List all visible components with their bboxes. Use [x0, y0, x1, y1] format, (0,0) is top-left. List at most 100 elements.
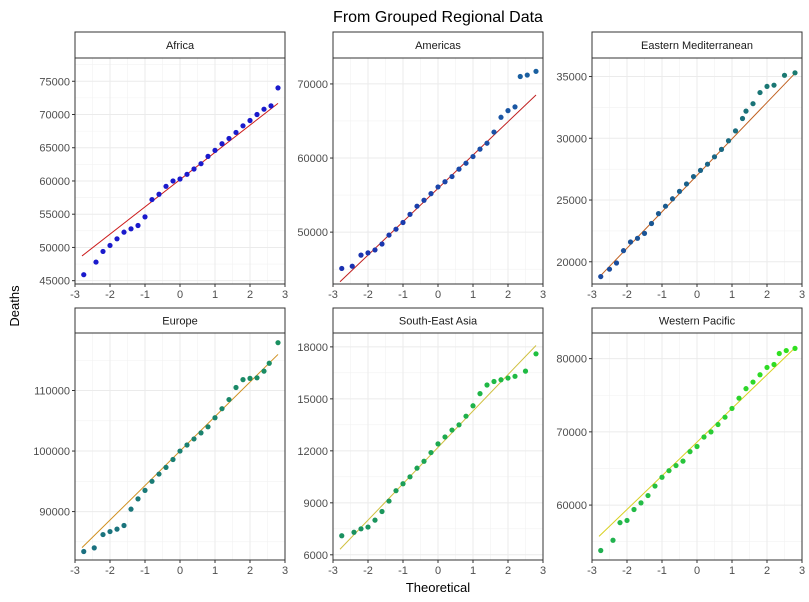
y-tick-label: 30000	[556, 133, 587, 145]
qq-point	[184, 442, 190, 448]
qq-point	[240, 123, 246, 129]
qq-point	[627, 239, 634, 245]
qq-point	[491, 378, 497, 385]
x-tick-label: 3	[282, 565, 288, 577]
qq-point	[339, 533, 345, 539]
qq-point	[669, 196, 676, 202]
x-tick-label: -3	[328, 289, 338, 301]
qq-point	[386, 498, 392, 504]
qq-point	[191, 166, 197, 172]
x-tick-label: -2	[105, 565, 115, 577]
qq-point	[613, 260, 620, 266]
x-tick-label: 1	[212, 565, 218, 577]
qq-point	[81, 548, 87, 555]
x-tick-label: 3	[540, 289, 546, 301]
x-tick-label: -2	[622, 289, 632, 301]
x-tick-label: 2	[247, 289, 253, 301]
qq-point	[135, 496, 141, 502]
qq-point	[163, 183, 169, 189]
qq-point	[498, 114, 504, 120]
x-tick-label: 1	[212, 289, 218, 301]
qq-reference-line	[598, 347, 796, 537]
qq-point	[463, 413, 469, 419]
qq-point	[680, 458, 686, 464]
qq-point	[470, 153, 476, 160]
qq-point	[149, 196, 155, 203]
x-tick-label: 2	[764, 565, 770, 577]
qq-point	[739, 115, 746, 122]
y-tick-label: 50000	[297, 227, 328, 239]
x-tick-label: 0	[177, 565, 183, 577]
x-tick-label: 0	[694, 565, 700, 577]
qq-point	[498, 377, 504, 383]
x-tick-label: -1	[140, 565, 150, 577]
y-tick-label: 12000	[297, 446, 328, 458]
facet-strip	[332, 307, 544, 334]
qq-point	[365, 524, 371, 530]
qq-point	[205, 153, 211, 159]
x-tick-label: 3	[282, 289, 288, 301]
qq-point	[512, 104, 518, 110]
x-tick-label: 0	[177, 289, 183, 301]
qq-point	[449, 427, 455, 433]
qq-point	[477, 391, 483, 397]
qq-point	[598, 273, 604, 280]
qq-point	[177, 176, 183, 182]
qq-point	[655, 211, 662, 217]
y-axis: 50000 60000 70000	[297, 79, 333, 239]
facet-strip-label: Western Pacific	[659, 316, 736, 328]
qq-point	[247, 375, 253, 381]
qq-point	[512, 373, 518, 379]
x-tick-label: -2	[105, 289, 115, 301]
y-axis: 60000 70000 80000	[556, 354, 592, 512]
qq-point	[421, 458, 427, 464]
qq-point	[107, 242, 113, 249]
y-tick-label: 35000	[556, 72, 587, 84]
qq-point	[598, 547, 604, 554]
qq-point	[757, 372, 763, 378]
y-tick-label: 6000	[304, 550, 328, 562]
qq-point	[177, 448, 183, 454]
qq-point	[212, 415, 218, 421]
qq-point	[414, 465, 420, 471]
qq-point	[379, 241, 385, 247]
qq-point	[783, 347, 789, 354]
qq-point	[386, 232, 392, 238]
qq-point	[393, 488, 399, 494]
qq-point	[254, 111, 260, 118]
qq-point	[757, 89, 763, 96]
y-tick-label: 65000	[39, 143, 70, 155]
facet-strip	[74, 31, 286, 59]
qq-point	[522, 368, 529, 374]
qq-point	[170, 456, 176, 463]
qq-point	[449, 173, 455, 180]
y-tick-label: 20000	[556, 257, 587, 269]
y-tick-label: 100000	[33, 446, 70, 458]
qq-point	[517, 73, 523, 80]
x-tick-label: -1	[140, 289, 150, 301]
qq-point	[442, 434, 448, 440]
qq-point	[379, 508, 385, 515]
qq-point	[718, 146, 725, 152]
qq-point	[91, 545, 97, 551]
qq-point	[358, 526, 364, 532]
x-tick-label: -2	[363, 565, 373, 577]
qq-point	[128, 226, 134, 232]
qq-point	[620, 248, 627, 254]
x-tick-label: 3	[799, 565, 805, 577]
qq-point	[219, 141, 225, 147]
x-tick-label: -3	[328, 565, 338, 577]
qq-point	[764, 364, 770, 371]
facet-panel: Europe -3 -2 -1 0 1 2 3 90000 100000 110000	[33, 307, 288, 577]
qq-point	[254, 375, 260, 381]
facet-strip-label: Africa	[166, 40, 195, 52]
qq-points	[339, 68, 539, 272]
y-tick-label: 55000	[39, 209, 70, 221]
qq-point	[414, 203, 420, 209]
qq-point	[100, 248, 106, 255]
qq-point	[781, 72, 788, 78]
qq-point	[428, 191, 434, 197]
facet-strip-label: South-East Asia	[399, 316, 478, 328]
x-tick-label: -1	[657, 289, 667, 301]
